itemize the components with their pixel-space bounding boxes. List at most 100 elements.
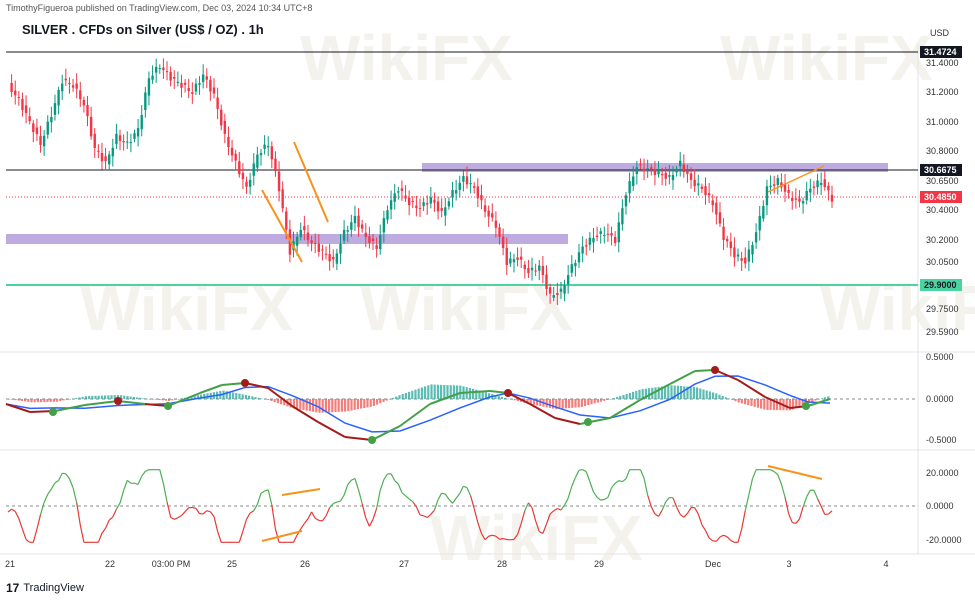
candle-body [635,167,639,175]
candle-body [501,236,505,249]
osc-line-segment [376,490,381,509]
macd-histogram-bar [27,399,30,402]
osc-line-segment [192,506,197,509]
macd-histogram-bar [56,399,59,402]
time-axis-tick: 27 [399,559,409,569]
osc-line-segment [303,518,309,524]
osc-line-segment [246,512,251,520]
macd-histogram-bar [747,399,750,406]
candle-body [751,244,754,255]
candle-body [136,128,140,137]
macd-histogram-bar [273,399,276,403]
price-label-box [920,164,962,176]
candle-body [585,245,588,247]
tradingview-mark-icon: 17 [6,581,20,595]
time-axis-tick: 26 [300,559,310,569]
candle-body [494,220,498,228]
macd-histogram-bar [155,399,158,400]
osc-line-segment [47,488,52,495]
osc-line-segment [430,509,435,515]
macd-histogram-bar [40,399,43,403]
osc-line-segment [592,491,598,498]
candle-body [776,178,779,186]
macd-histogram-bar [766,399,769,410]
osc-line-segment [806,489,811,497]
candle-body [151,75,154,80]
osc-line-segment [166,501,172,518]
trendline [293,141,329,223]
price-label-box [920,46,962,58]
osc-line-segment [527,502,533,509]
macd-histogram-bar [62,399,65,401]
macd-histogram-bar [494,395,497,399]
macd-line-segment [507,392,531,405]
candle-body [386,210,389,220]
osc-line-segment [538,531,544,534]
watermark: WikiFX [720,22,933,94]
osc-line-segment [256,493,262,505]
osc-line-segment [426,513,432,518]
candle-body [364,232,367,237]
macd-histogram-bar [446,385,449,399]
osc-line-segment [784,497,790,514]
osc-line-segment [253,504,258,512]
macd-histogram-bar [84,396,87,399]
macd-histogram-bar [548,399,551,408]
candle-body [299,229,302,238]
macd-signal-line [5,375,831,433]
candle-body [660,174,664,176]
macd-histogram-bar [372,399,375,406]
tradingview-logo[interactable]: 17 TradingView [6,581,84,595]
candle-body [230,147,234,156]
macd-histogram-bar [664,386,667,399]
macd-histogram-bar [516,399,519,402]
macd-histogram-bar [740,399,743,404]
price-label: 30.6675 [924,165,957,175]
macd-histogram-bar [174,399,177,400]
candle-body [89,116,93,137]
macd-histogram-bar [328,399,331,413]
macd-histogram-bar [302,399,305,411]
macd-histogram-bar [657,386,660,399]
osc-line-segment [748,478,754,495]
macd-histogram-bar [593,399,596,404]
macd-histogram-bar [340,399,343,412]
osc-line-segment [217,531,222,543]
candle-body [462,175,465,182]
candle-body [664,172,667,179]
candle-body [545,274,548,290]
osc-line-segment [780,483,786,498]
candle-body [317,243,321,252]
candle-body [71,85,75,88]
candle-body [205,76,208,80]
macd-histogram-bar [75,398,78,399]
macd-histogram-bar [334,399,337,413]
osc-line-segment [452,497,457,504]
osc-line-segment [466,487,472,496]
macd-histogram-bar [72,398,75,400]
macd-histogram-bar [59,399,62,402]
candle-body [523,264,527,270]
macd-histogram-bar [808,399,811,403]
macd-histogram-bar [88,396,91,399]
macd-histogram-bar [622,394,625,399]
time-axis-tick: 29 [594,559,604,569]
candle-body [133,133,136,139]
macd-cross-dot [802,402,810,410]
macd-histogram-bar [555,399,558,410]
candle-body [176,81,180,83]
candle-body [541,265,545,276]
candle-body [245,181,248,187]
candle-body [516,257,519,260]
price-label-box [920,191,962,203]
candle-body [787,190,790,194]
candle-body [451,189,454,198]
macd-histogram-bar [180,398,183,400]
macd-histogram-bar [404,392,407,399]
candle-body [389,200,393,210]
candle-body [162,67,165,71]
osc-line-segment [134,482,139,485]
macd-histogram-bar [488,393,491,399]
macd-cross-dot [504,389,512,397]
candle-body [407,197,411,206]
